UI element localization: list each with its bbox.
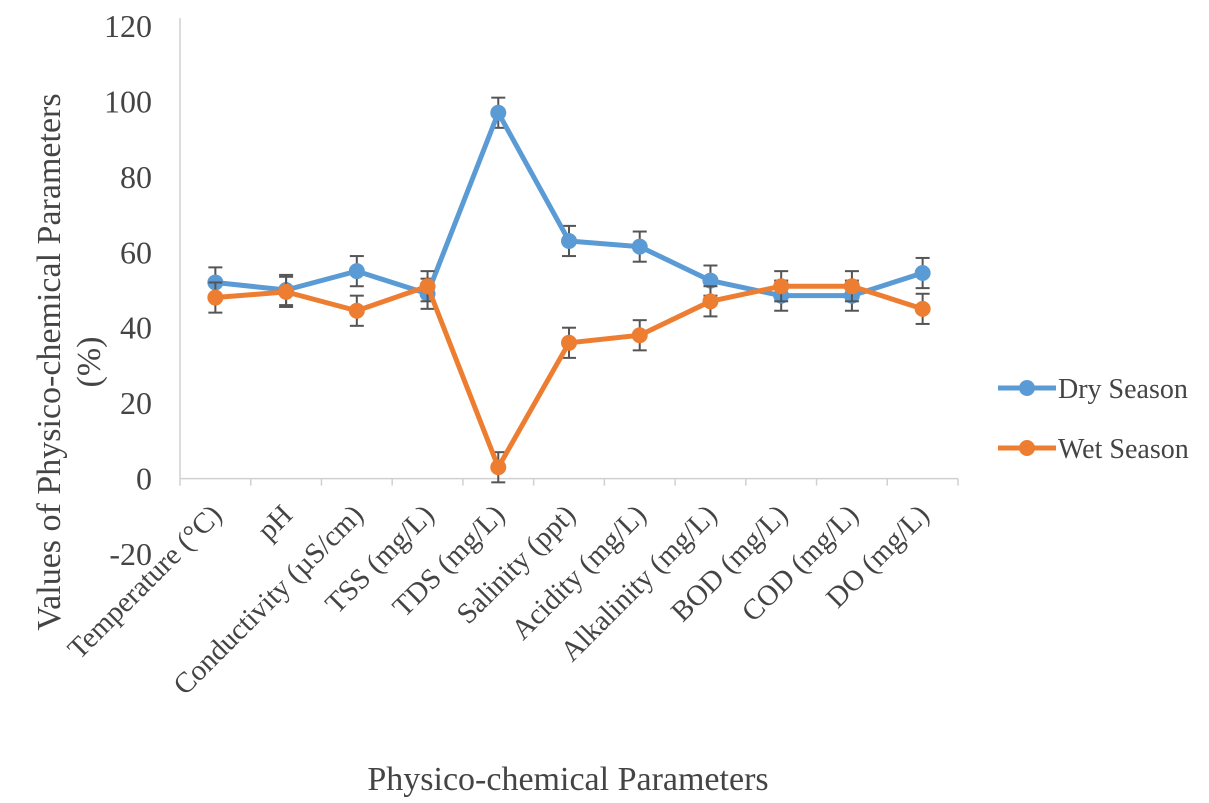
y-axis-title-line-2: (%) [71,337,108,388]
legend-label: Wet Season [1058,434,1189,465]
y-tick-label: 0 [136,461,152,497]
x-category-label: pH [251,499,299,547]
data-point [490,459,507,476]
data-point [207,289,224,306]
data-point [914,300,931,317]
data-point [702,293,719,310]
y-tick-label: -20 [109,536,152,572]
y-tick-label: 60 [120,234,152,270]
axes [179,18,959,486]
legend-item: Dry Season [998,374,1188,405]
legend-swatch-marker [1019,380,1035,396]
data-point [561,334,577,351]
x-axis-title: Physico-chemical Parameters [367,761,768,798]
data-point [914,265,931,282]
series-group [207,270,931,484]
legend: Dry Season Wet Season [998,374,1189,465]
y-tick-label: 80 [120,159,152,195]
data-point [561,232,577,249]
data-point [348,263,365,280]
series-lines [207,96,931,484]
y-tick-label: 120 [104,8,152,44]
data-point [278,283,295,300]
legend-swatch-marker [1019,440,1035,456]
data-point [631,327,648,344]
y-tick-labels: -20 0 20 40 60 80 100 120 [104,8,152,572]
data-point [702,272,719,289]
data-point [631,238,648,255]
series-line [215,110,924,299]
data-point [419,278,436,295]
x-category-label: Temperature (°C) [62,499,229,666]
series-group [207,96,931,312]
y-tick-label: 20 [120,385,152,421]
y-tick-label: 40 [120,310,152,346]
series-line [215,283,924,470]
data-point [843,278,860,295]
y-tick-label: 100 [104,83,152,119]
data-point [348,302,365,319]
data-point [773,278,790,295]
legend-item: Wet Season [998,434,1189,465]
y-axis-title: Values of Physico-chemical Parameters (%… [31,93,108,630]
legend-label: Dry Season [1058,374,1188,405]
y-axis-title-line-1: Values of Physico-chemical Parameters [31,93,68,630]
data-point [490,104,507,121]
